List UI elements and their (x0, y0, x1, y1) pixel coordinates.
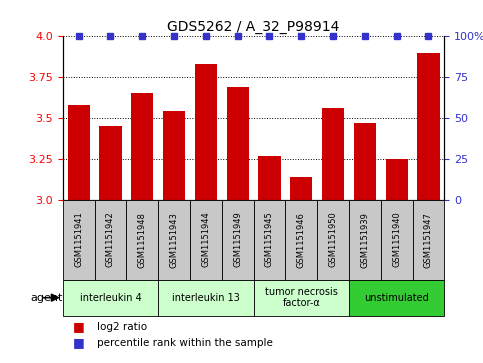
Bar (290, 177, 313, 200)
Text: percentile rank within the sample: percentile rank within the sample (97, 338, 272, 348)
Text: agent: agent (30, 293, 63, 303)
Bar (258, 155, 281, 200)
Text: log2 ratio: log2 ratio (97, 322, 147, 332)
Text: interleukin 4: interleukin 4 (80, 293, 142, 303)
Bar (381, 200, 412, 280)
Text: ■: ■ (72, 337, 84, 350)
Text: GSM1151945: GSM1151945 (265, 212, 274, 268)
Bar (99, 126, 122, 200)
Text: tumor necrosis
factor-α: tumor necrosis factor-α (265, 287, 338, 309)
Bar (285, 200, 317, 280)
Text: GSM1151939: GSM1151939 (360, 212, 369, 268)
Bar (317, 200, 349, 280)
Bar (158, 200, 190, 280)
Bar (63, 200, 95, 280)
Text: GSM1151943: GSM1151943 (170, 212, 179, 268)
Bar (195, 64, 217, 200)
Text: GSM1151947: GSM1151947 (424, 212, 433, 268)
Bar (385, 159, 408, 200)
Bar (63, 280, 158, 316)
Bar (417, 53, 440, 200)
Bar (349, 280, 444, 316)
Text: GSM1151948: GSM1151948 (138, 212, 147, 268)
Bar (68, 105, 90, 200)
Bar (190, 200, 222, 280)
Text: GSM1151950: GSM1151950 (328, 212, 338, 268)
Text: GSM1151949: GSM1151949 (233, 212, 242, 268)
Text: interleukin 13: interleukin 13 (172, 293, 240, 303)
Text: GSM1151946: GSM1151946 (297, 212, 306, 268)
Bar (322, 108, 344, 200)
Bar (254, 200, 285, 280)
Bar (158, 280, 254, 316)
Text: ■: ■ (72, 320, 84, 333)
Bar (131, 93, 154, 200)
Bar (95, 200, 127, 280)
Bar (412, 200, 444, 280)
Bar (163, 111, 185, 200)
Text: GSM1151944: GSM1151944 (201, 212, 211, 268)
Bar (222, 200, 254, 280)
Text: GSM1151942: GSM1151942 (106, 212, 115, 268)
Bar (349, 200, 381, 280)
Bar (127, 200, 158, 280)
Text: GSM1151941: GSM1151941 (74, 212, 83, 268)
Text: GSM1151940: GSM1151940 (392, 212, 401, 268)
Bar (354, 123, 376, 200)
Title: GDS5262 / A_32_P98914: GDS5262 / A_32_P98914 (168, 20, 340, 34)
Bar (254, 280, 349, 316)
Bar (227, 87, 249, 200)
Text: unstimulated: unstimulated (364, 293, 429, 303)
